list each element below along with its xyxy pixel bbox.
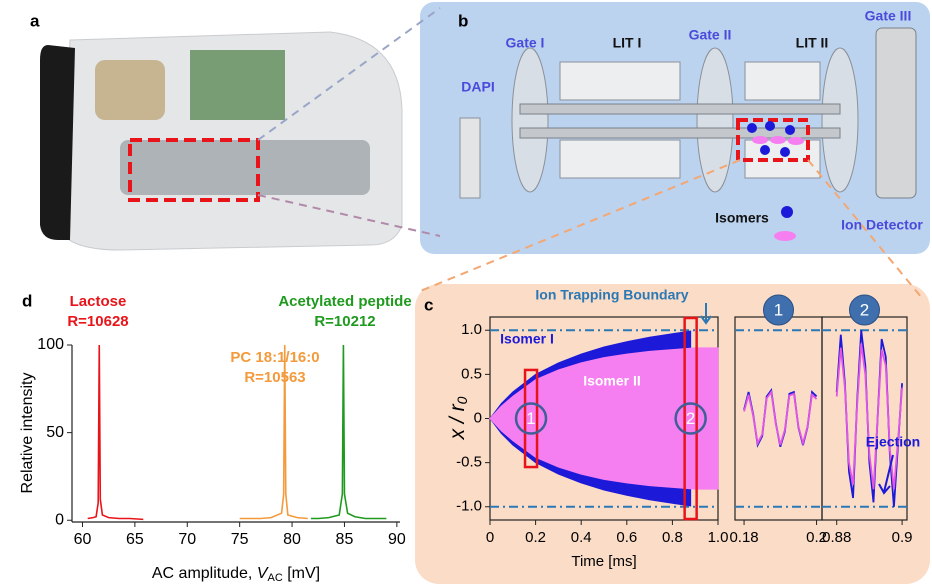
gate-mesh (697, 48, 733, 192)
ion-detector (876, 28, 916, 198)
y-tick-label: -1.0 (456, 498, 482, 515)
panel-label: a (30, 11, 40, 30)
x-tick-label: 60 (74, 531, 92, 548)
x-tick-label: 0.88 (822, 529, 851, 546)
x-tick-label: 0.18 (729, 529, 758, 546)
circuit-board (190, 50, 285, 120)
isomer-dot (752, 136, 768, 144)
isomer-dot (788, 137, 804, 145)
electrode (745, 62, 820, 100)
isomer-dot (765, 121, 775, 131)
x-label-text: AC amplitude, (152, 565, 257, 582)
isomer-dot (747, 123, 757, 133)
label: LIT II (796, 35, 829, 51)
window-label: 1 (526, 409, 535, 428)
panel-label: d (22, 291, 32, 310)
x-axis-label: AC amplitude, VAC [mV] (152, 565, 320, 584)
x-tick-label: 85 (336, 531, 354, 548)
x-tick-label: 0.2 (525, 529, 546, 546)
dapi-valve (460, 118, 480, 198)
resolution-label: R=10628 (67, 313, 128, 330)
marker-label: 1 (774, 300, 783, 319)
x-tick-label: 65 (126, 531, 144, 548)
electrode (560, 140, 680, 178)
y-label-text: x / r (446, 403, 469, 440)
label: DAPI (461, 79, 494, 95)
series-name: Lactose (70, 293, 127, 310)
x-label-unit: [mV] (283, 565, 320, 582)
x-tick-label: 70 (178, 531, 196, 548)
gate-mesh (822, 48, 858, 192)
y-tick-label: 0 (55, 511, 64, 528)
device-illustration (40, 32, 402, 250)
resolution-label: R=10563 (244, 369, 305, 386)
boundary-label: Ion Trapping Boundary (535, 287, 688, 303)
isomer-dot (780, 147, 790, 157)
resolution-label: R=10212 (314, 313, 375, 330)
panel-label: c (424, 295, 433, 314)
x-tick-label: 0.6 (616, 529, 637, 546)
x-tick-label: 1.0 (708, 529, 729, 546)
legend-dot (774, 231, 796, 241)
chart: 60 65 70 75 80 85 90 0 50 100 Lactose R=10628 PC 18:… (19, 293, 411, 584)
y-tick-label: 50 (46, 424, 64, 441)
legend-dot (781, 206, 793, 218)
y-tick-label: 0.5 (461, 365, 482, 382)
y-tick-label: 100 (37, 336, 64, 353)
window-label: 2 (686, 409, 695, 428)
label: Ion Detector (841, 217, 923, 233)
isomer-dot (770, 136, 786, 144)
y-tick-label: 1.0 (461, 321, 482, 338)
x-tick-label: 0.9 (892, 529, 913, 546)
x-tick-label: 75 (231, 531, 249, 548)
ion-trap-assembly (120, 140, 370, 195)
label: Isomers (715, 210, 769, 226)
y-label-sub: 0 (454, 396, 470, 404)
isomer-dot (760, 145, 770, 155)
x-tick-label: 90 (388, 531, 406, 548)
label: Gate III (865, 8, 912, 24)
label: Gate I (506, 35, 545, 51)
rod (520, 104, 840, 114)
series-name: PC 18:1/16:0 (230, 349, 319, 366)
x-axis-label: Time [ms] (571, 553, 636, 570)
series-name: Isomer I (500, 331, 554, 347)
marker-label: 2 (860, 300, 869, 319)
x-tick-label: 80 (283, 531, 301, 548)
annotation: Ejection (866, 434, 920, 450)
x-tick-label: 0.4 (571, 529, 592, 546)
series-line (88, 345, 144, 519)
gate-mesh (512, 48, 548, 192)
panel-label: b (458, 11, 468, 30)
y-tick-label: -0.5 (456, 454, 482, 471)
coil (95, 60, 165, 120)
x-label-sub: AC (267, 572, 282, 584)
series-name: Isomer II (583, 373, 641, 389)
electrode (560, 62, 680, 100)
series-line (311, 345, 386, 519)
series-name: Acetylated peptide (278, 293, 411, 310)
y-axis-label: Relative intensity (19, 373, 36, 494)
figure: DAPI Gate I LIT I Gate II LIT II Gate II… (0, 0, 932, 586)
x-tick-label: 0.8 (662, 529, 683, 546)
x-tick-label: 0 (486, 529, 494, 546)
isomer-dot (785, 125, 795, 135)
device-screen (40, 45, 75, 240)
label: Gate II (689, 27, 732, 43)
label: LIT I (613, 35, 642, 51)
y-tick-label: 0 (474, 409, 482, 426)
